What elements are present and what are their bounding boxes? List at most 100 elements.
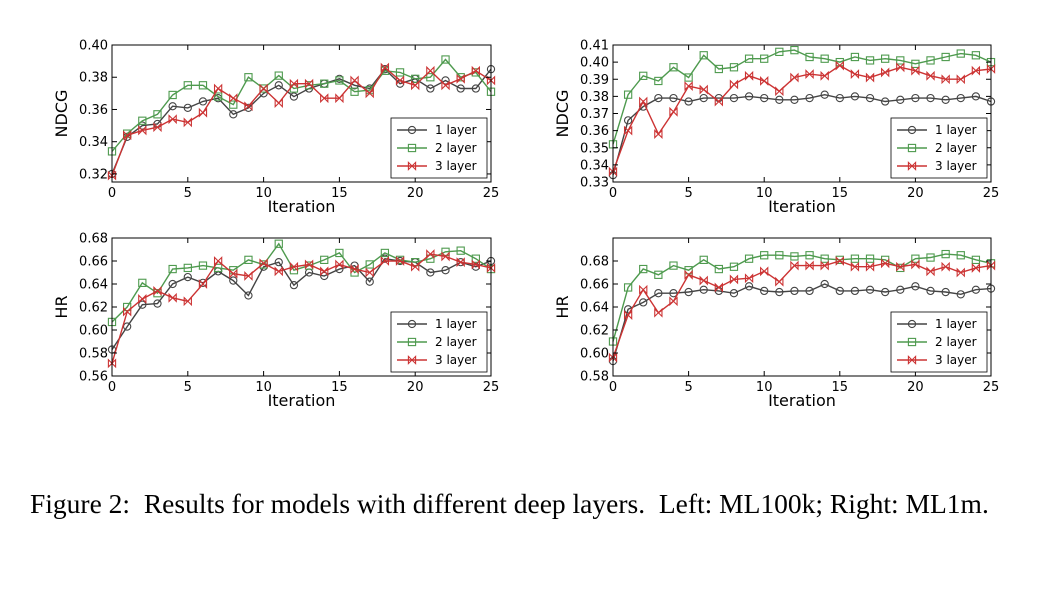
data-point-3 [669,296,678,307]
legend-marker [907,143,917,153]
x-tick-label: 25 [983,380,1000,395]
data-point-1 [138,121,147,130]
data-point-3 [986,260,996,271]
data-point-2 [714,264,723,274]
data-point-3 [168,292,177,303]
data-point-3 [426,65,435,76]
data-point-1 [820,90,829,99]
x-tick-label: 0 [609,186,617,201]
y-tick-label: 0.64 [79,278,108,293]
data-point-2 [138,116,147,125]
data-point-3 [775,86,784,97]
data-point-2 [729,63,739,72]
data-point-2 [350,87,359,96]
data-point-1 [956,290,965,299]
y-tick-label: 0.58 [580,370,609,385]
data-point-2 [639,71,648,80]
data-point-2 [168,264,177,274]
caption-text: Results for models with different deep l… [143,488,646,519]
data-point-2 [244,255,253,264]
data-point-1 [744,282,754,291]
data-point-2 [699,51,708,60]
data-point-3 [304,78,314,89]
data-point-1 [639,298,648,307]
legend-marker [907,337,917,347]
data-point-2 [684,266,693,275]
y-tick-label: 0.58 [79,347,108,362]
y-axis-label: NDCG [52,90,71,138]
data-point-2 [805,251,814,260]
legend-marker [407,143,417,153]
data-point-1 [865,93,875,103]
x-tick-label: 20 [907,380,924,395]
data-point-1 [896,285,905,294]
data-point-2 [926,253,935,262]
legend-marker [907,319,917,329]
caption-label: Figure 2: [30,488,131,519]
data-point-3 [365,88,374,99]
data-point-3 [365,267,374,278]
data-point-1 [790,286,799,296]
figure-caption: Figure 2: Results for models with differ… [30,486,1020,521]
x-tick-label: 15 [832,380,849,395]
data-point-2 [744,54,754,63]
data-point-3 [714,282,723,293]
legend: 1 layer 2 layer 3 layer [390,117,488,179]
legend: 1 layer 2 layer 3 layer [890,311,988,373]
data-point-2 [926,56,935,65]
data-point-2 [760,54,769,63]
data-point-3 [138,294,147,304]
data-point-2 [775,47,784,56]
data-point-3 [669,106,678,117]
data-point-1 [699,93,708,103]
data-point-3 [380,62,390,73]
y-tick-label: 0.39 [580,73,609,88]
data-point-3 [183,117,192,128]
x-tick-label: 0 [609,380,617,395]
data-point-1 [153,299,162,308]
data-point-1 [805,286,814,296]
data-point-2 [639,264,648,274]
data-point-1 [441,266,450,275]
data-point-2 [956,49,965,58]
y-tick-label: 0.66 [580,278,609,293]
data-point-3 [911,65,920,76]
x-tick-label: 5 [684,380,692,395]
data-point-3 [820,260,829,271]
data-point-1 [760,286,769,296]
data-point-3 [411,261,420,272]
data-point-1 [850,286,860,296]
data-point-2 [775,251,784,260]
data-point-3 [456,257,465,268]
data-point-1 [699,285,708,294]
x-tick-label: 10 [756,186,773,201]
data-point-1 [138,300,147,309]
data-point-3 [213,83,223,94]
data-point-1 [941,287,950,297]
data-point-2 [441,247,450,256]
data-point-3 [395,256,405,266]
data-point-3 [926,70,935,81]
data-point-2 [911,254,920,263]
chart-top-left: 0 5 10 15 20 25 0.32 0.34 0.36 0.38 0.40 Iteration N… [52,39,499,217]
data-point-1 [729,93,739,103]
x-tick-label: 15 [832,186,849,201]
data-point-1 [365,277,374,286]
y-tick-label: 0.36 [79,103,108,118]
data-point-2 [198,81,208,90]
data-point-3 [608,166,618,177]
axes-frame [111,44,492,183]
data-point-1 [289,280,299,290]
y-tick-label: 0.62 [580,324,609,339]
data-point-3 [941,74,950,85]
data-point-2 [274,239,283,248]
data-point-3 [274,98,283,108]
data-point-3 [790,260,799,271]
data-point-3 [395,75,405,86]
chart-bottom-right: 0 5 10 15 20 25 0.58 0.60 0.62 0.64 0.66 0.68 Iterat… [553,237,1000,410]
data-point-3 [441,251,450,262]
legend-marker [907,125,917,135]
data-point-3 [274,266,283,277]
x-axis-label: Iteration [268,391,336,410]
data-point-2 [654,76,663,86]
